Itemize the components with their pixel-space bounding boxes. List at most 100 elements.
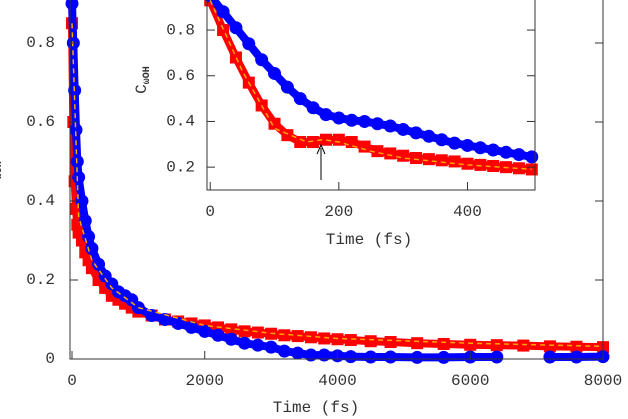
y-axis-label: CωOH	[0, 161, 5, 189]
x-tick-label: 0	[205, 203, 215, 221]
plot-area	[65, 0, 610, 364]
point	[490, 339, 503, 352]
y-tick-label: 0.6	[166, 67, 195, 85]
point	[264, 340, 278, 354]
frame	[69, 0, 604, 360]
point	[499, 145, 513, 159]
point	[364, 350, 378, 364]
point	[251, 338, 265, 352]
point	[344, 334, 357, 347]
point	[448, 136, 462, 150]
fit-line	[71, 23, 604, 348]
x-axis-label: Time (fs)	[273, 399, 359, 417]
point	[280, 80, 294, 94]
y-axis-label-main: C	[133, 84, 151, 94]
point	[225, 323, 238, 336]
x-tick-label: 400	[453, 203, 482, 221]
point	[397, 149, 410, 162]
point	[198, 324, 212, 338]
point	[344, 350, 358, 364]
point	[435, 154, 448, 167]
point	[304, 348, 318, 362]
point	[384, 147, 397, 160]
point	[461, 157, 474, 170]
point	[384, 350, 398, 364]
point	[224, 332, 238, 346]
point	[422, 153, 435, 166]
point	[448, 155, 461, 168]
y-axis-label: CωOH	[133, 66, 152, 94]
point	[306, 101, 320, 115]
point	[65, 0, 79, 10]
point	[410, 350, 424, 364]
y-tick-label: 0.8	[166, 21, 195, 39]
point	[82, 230, 96, 244]
point	[294, 136, 307, 149]
point	[184, 320, 198, 334]
point	[570, 340, 583, 353]
point	[304, 331, 317, 344]
point	[318, 332, 331, 345]
point	[437, 337, 450, 350]
annotation-arrowhead	[316, 143, 326, 155]
x-tick-label: 2000	[186, 372, 224, 390]
point	[229, 51, 242, 64]
point	[229, 21, 243, 35]
point	[238, 325, 251, 338]
fit-line	[209, 0, 532, 171]
x-tick-label: 200	[324, 203, 353, 221]
point	[460, 138, 474, 152]
point	[69, 123, 83, 137]
point	[487, 160, 500, 173]
y-tick-label: 0.4	[26, 192, 55, 210]
point	[171, 316, 185, 330]
point	[512, 162, 525, 175]
point	[216, 5, 230, 19]
inset-background	[207, 0, 535, 190]
y-tick-label: 0.4	[166, 113, 195, 131]
y-axis-label-sub: ωOH	[0, 161, 5, 179]
point	[211, 328, 225, 342]
point	[78, 214, 92, 228]
point	[525, 150, 539, 164]
point	[512, 148, 526, 162]
point	[543, 340, 556, 353]
point	[364, 335, 377, 348]
point	[422, 129, 436, 143]
point	[358, 114, 372, 128]
point	[396, 122, 410, 136]
point	[411, 337, 424, 350]
point	[371, 145, 384, 158]
y-axis-label-sub: ωOH	[142, 66, 153, 84]
point	[278, 329, 291, 342]
point	[383, 119, 397, 133]
point	[291, 346, 305, 360]
point	[543, 350, 557, 364]
x-tick-label: 4000	[318, 372, 356, 390]
point	[277, 344, 291, 358]
y-tick-label: 0.2	[166, 158, 195, 176]
point	[517, 339, 530, 352]
x-tick-label: 8000	[584, 372, 622, 390]
x-tick-label: 0	[67, 372, 77, 390]
point	[255, 53, 269, 67]
point	[358, 140, 371, 153]
point	[569, 350, 583, 364]
point	[307, 136, 320, 149]
point	[204, 0, 217, 7]
point	[332, 133, 345, 146]
point	[332, 111, 346, 125]
point	[293, 92, 307, 106]
point	[345, 136, 358, 149]
y-tick-label: 0.2	[26, 271, 55, 289]
point	[238, 336, 252, 350]
y-axis-label-main: C	[0, 179, 3, 189]
point	[437, 350, 451, 364]
point	[72, 170, 86, 184]
point	[92, 257, 106, 271]
point	[345, 113, 359, 127]
point	[486, 143, 500, 157]
point	[268, 117, 281, 130]
point	[281, 129, 294, 142]
point	[85, 241, 99, 255]
